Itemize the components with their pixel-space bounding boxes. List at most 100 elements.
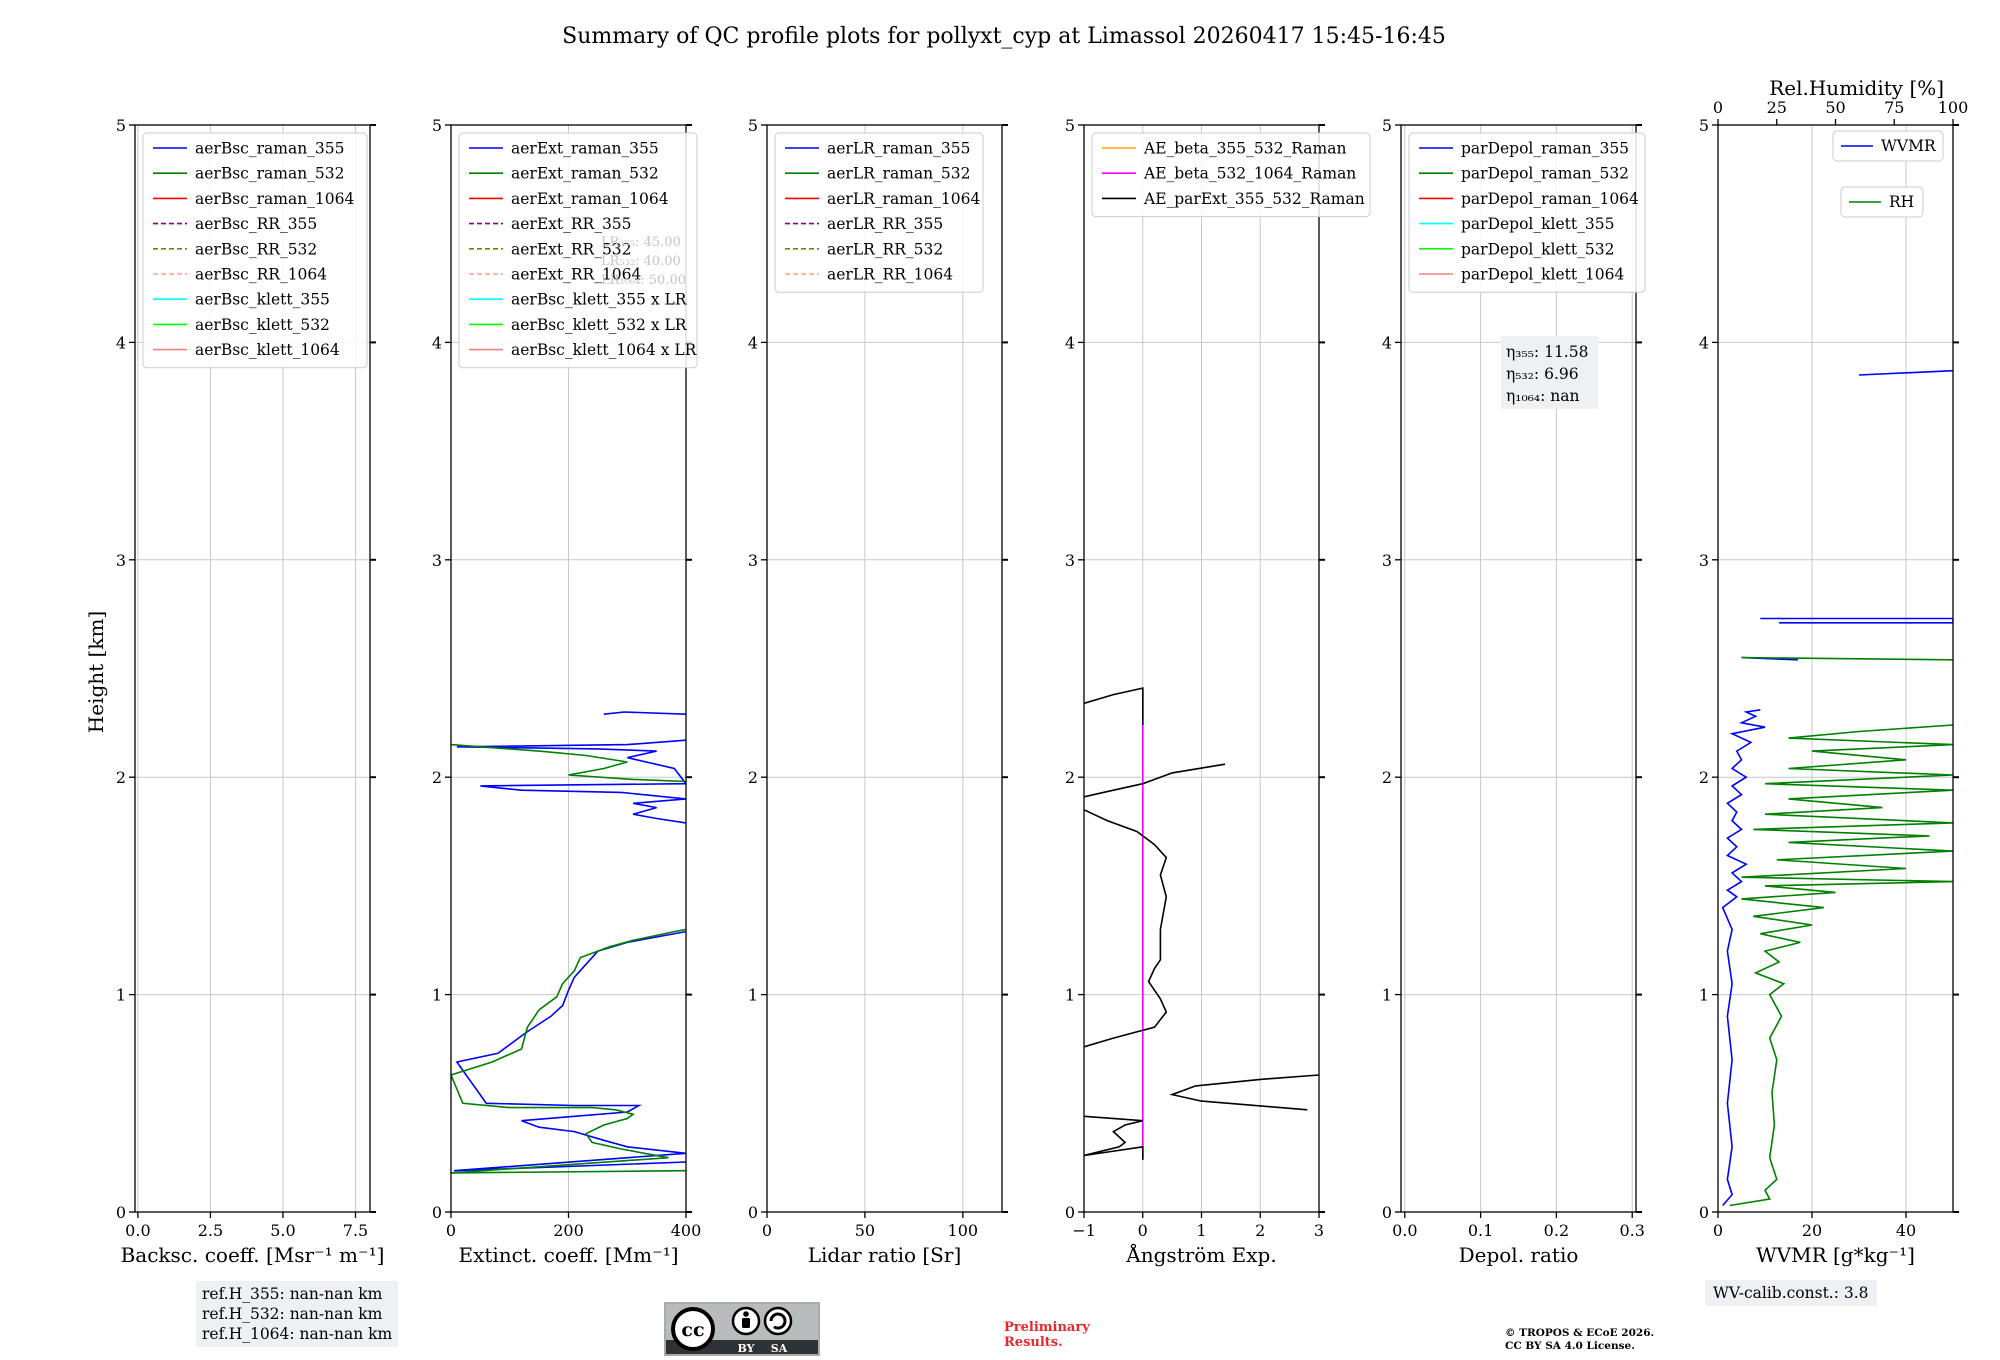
cc-license-logo: cc BY SA xyxy=(664,1302,820,1356)
eta-box xyxy=(1501,336,1598,409)
x-tick-label: 0 xyxy=(762,1221,772,1240)
series-line-1 xyxy=(1721,369,1953,1207)
axes-frame xyxy=(1717,124,1954,1213)
x-tick-label: 0 xyxy=(1138,1221,1148,1240)
x-tick-label: 3 xyxy=(1314,1221,1324,1240)
eta-value: η₃₅₅: 11.58 xyxy=(1506,343,1588,361)
ref-height-355: ref.H_355: nan-nan km xyxy=(202,1285,383,1303)
legend-label: aerBsc_klett_355 xyxy=(195,291,330,309)
legend-label: aerExt_raman_355 xyxy=(511,140,659,158)
x-tick-label: 20 xyxy=(1802,1221,1822,1240)
y-tick-label: 0 xyxy=(1065,1203,1075,1222)
cc-logo-graphic: cc BY SA xyxy=(666,1304,818,1355)
lidar-ratio-note: LR₁₀₆₄: 50.00 xyxy=(601,273,686,288)
legend-label: parDepol_klett_355 xyxy=(1461,215,1614,233)
y-tick-label: 1 xyxy=(1382,986,1392,1005)
legend-box xyxy=(1408,132,1646,293)
x2-axis-label: Rel.Humidity [%] xyxy=(1769,76,1944,100)
legend-label: aerLR_RR_355 xyxy=(827,215,943,233)
x-tick-label: 0.2 xyxy=(1544,1221,1569,1240)
cc-text: cc xyxy=(681,1319,704,1341)
legend-label: parDepol_raman_532 xyxy=(1461,165,1629,183)
x2-tick-label: 50 xyxy=(1825,98,1845,117)
x-axis-label: Depol. ratio xyxy=(1459,1243,1579,1267)
y-tick-label: 2 xyxy=(432,768,442,787)
y-tick-label: 4 xyxy=(432,333,442,352)
y-tick-label: 0 xyxy=(1699,1203,1709,1222)
y-tick-label: 0 xyxy=(1382,1203,1392,1222)
copyright-line-2: CC BY SA 4.0 License. xyxy=(1505,1340,1635,1352)
legend-label: aerExt_raman_1064 xyxy=(511,190,669,208)
x-axis-label: Extinct. coeff. [Mm⁻¹] xyxy=(458,1243,678,1267)
x-tick-label: 5.0 xyxy=(270,1221,295,1240)
y-tick-label: 1 xyxy=(1699,986,1709,1005)
x-tick-label: 0 xyxy=(446,1221,456,1240)
legend-box xyxy=(1840,186,1924,218)
y-tick-label: 2 xyxy=(1065,768,1075,787)
legend-box xyxy=(774,132,984,293)
x-tick-label: −1 xyxy=(1072,1221,1096,1240)
y-tick-label: 2 xyxy=(1699,768,1709,787)
legend-label: AE_beta_532_1064_Raman xyxy=(1143,165,1356,183)
panel-6: 0 20 40 0 1 2 3 4 5 WVMR [g*kg⁻¹] 0 25 50 75 100Rel.Hu… xyxy=(1699,76,1968,1267)
copyright-notice: © TROPOS & ECoE 2026. CC BY SA 4.0 Licen… xyxy=(1505,1327,1654,1353)
series-line-3 xyxy=(1084,687,1319,1160)
y-tick-label: 3 xyxy=(432,551,442,570)
legend-label: AE_parExt_355_532_Raman xyxy=(1143,190,1365,208)
cc-circle-icon xyxy=(671,1307,715,1351)
axes-frame xyxy=(134,124,371,1213)
y-tick-label: 3 xyxy=(1699,551,1709,570)
series-line-2 xyxy=(1729,656,1953,1207)
eta-value: η₅₃₂: 6.96 xyxy=(1506,365,1579,383)
preliminary-line-2: Results. xyxy=(1004,1335,1063,1350)
y-tick-label: 2 xyxy=(1382,768,1392,787)
legend-label: aerBsc_klett_1064 x LR xyxy=(511,341,698,359)
legend-label: aerBsc_klett_355 x LR xyxy=(511,291,688,309)
legend-label: aerExt_raman_532 xyxy=(511,165,659,183)
y-tick-label: 4 xyxy=(748,333,758,352)
y-tick-label: 4 xyxy=(1699,333,1709,352)
legend-label: AE_beta_355_532_Raman xyxy=(1143,140,1346,158)
x-tick-label: 0 xyxy=(1713,1221,1723,1240)
legend-label: parDepol_raman_1064 xyxy=(1461,190,1639,208)
legend-label: aerBsc_raman_355 xyxy=(195,140,345,158)
axes-frame xyxy=(1400,124,1637,1213)
ref-height-532: ref.H_532: nan-nan km xyxy=(202,1305,383,1323)
legend-label: aerBsc_RR_1064 xyxy=(195,266,327,284)
panel-1: 0.0 2.5 5.0 7.5 0 1 2 3 4 5 Backsc. coeff. [Msr⁻¹ … xyxy=(116,116,385,1267)
x-tick-label: 0.0 xyxy=(1392,1221,1417,1240)
legend-label: aerLR_raman_532 xyxy=(827,165,970,183)
y-tick-label: 0 xyxy=(432,1203,442,1222)
legend-label: aerLR_RR_532 xyxy=(827,240,943,258)
legend-box xyxy=(1091,132,1371,218)
legend-label: parDepol_klett_532 xyxy=(1461,240,1614,258)
preliminary-line-1: Preliminary xyxy=(1004,1320,1090,1335)
x-tick-label: 200 xyxy=(553,1221,584,1240)
y-tick-label: 5 xyxy=(1382,116,1392,135)
legend-label: parDepol_raman_355 xyxy=(1461,140,1629,158)
legend-label: aerBsc_RR_532 xyxy=(195,240,317,258)
x-tick-label: 0.1 xyxy=(1468,1221,1493,1240)
x2-tick-label: 0 xyxy=(1713,98,1723,117)
axes-frame xyxy=(766,124,1003,1213)
y-tick-label: 4 xyxy=(1065,333,1075,352)
y-tick-label: 5 xyxy=(748,116,758,135)
x2-tick-label: 100 xyxy=(1938,98,1969,117)
y-tick-label: 5 xyxy=(1699,116,1709,135)
legend-label: aerBsc_klett_532 x LR xyxy=(511,316,688,334)
x-tick-label: 1 xyxy=(1196,1221,1206,1240)
legend-label: aerBsc_raman_532 xyxy=(195,165,345,183)
x-tick-label: 400 xyxy=(671,1221,702,1240)
y-tick-label: 5 xyxy=(116,116,126,135)
y-tick-label: 3 xyxy=(748,551,758,570)
legend-label: aerLR_raman_355 xyxy=(827,140,970,158)
figure-title: Summary of QC profile plots for pollyxt_… xyxy=(562,24,1446,49)
x-tick-label: 2 xyxy=(1255,1221,1265,1240)
legend-label: aerBsc_klett_1064 xyxy=(195,341,340,359)
y-tick-label: 5 xyxy=(432,116,442,135)
x2-tick-label: 25 xyxy=(1767,98,1787,117)
y-tick-label: 1 xyxy=(432,986,442,1005)
x-tick-label: 2.5 xyxy=(198,1221,223,1240)
x-tick-label: 40 xyxy=(1896,1221,1916,1240)
